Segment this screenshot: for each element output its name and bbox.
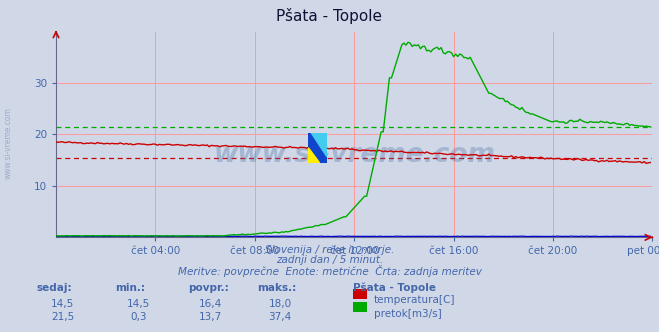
Text: Slovenija / reke in morje.: Slovenija / reke in morje. <box>265 245 394 255</box>
Text: Pšata - Topole: Pšata - Topole <box>277 8 382 24</box>
Text: pretok[m3/s]: pretok[m3/s] <box>374 309 442 319</box>
Text: min.:: min.: <box>115 283 146 293</box>
Polygon shape <box>311 133 327 157</box>
Text: www.si-vreme.com: www.si-vreme.com <box>3 107 13 179</box>
Text: 21,5: 21,5 <box>51 312 74 322</box>
Text: povpr.:: povpr.: <box>188 283 229 293</box>
Polygon shape <box>308 148 320 163</box>
Text: www.si-vreme.com: www.si-vreme.com <box>214 142 495 168</box>
Text: zadnji dan / 5 minut.: zadnji dan / 5 minut. <box>276 255 383 265</box>
Text: 14,5: 14,5 <box>51 299 74 309</box>
Text: 0,3: 0,3 <box>130 312 147 322</box>
Text: maks.:: maks.: <box>257 283 297 293</box>
Text: 13,7: 13,7 <box>199 312 223 322</box>
Text: sedaj:: sedaj: <box>36 283 72 293</box>
Text: Pšata - Topole: Pšata - Topole <box>353 283 436 293</box>
Text: Meritve: povprečne  Enote: metrične  Črta: zadnja meritev: Meritve: povprečne Enote: metrične Črta:… <box>177 265 482 277</box>
Text: 14,5: 14,5 <box>127 299 150 309</box>
Text: 16,4: 16,4 <box>199 299 223 309</box>
Text: temperatura[C]: temperatura[C] <box>374 295 455 305</box>
Text: 18,0: 18,0 <box>268 299 292 309</box>
Text: 37,4: 37,4 <box>268 312 292 322</box>
